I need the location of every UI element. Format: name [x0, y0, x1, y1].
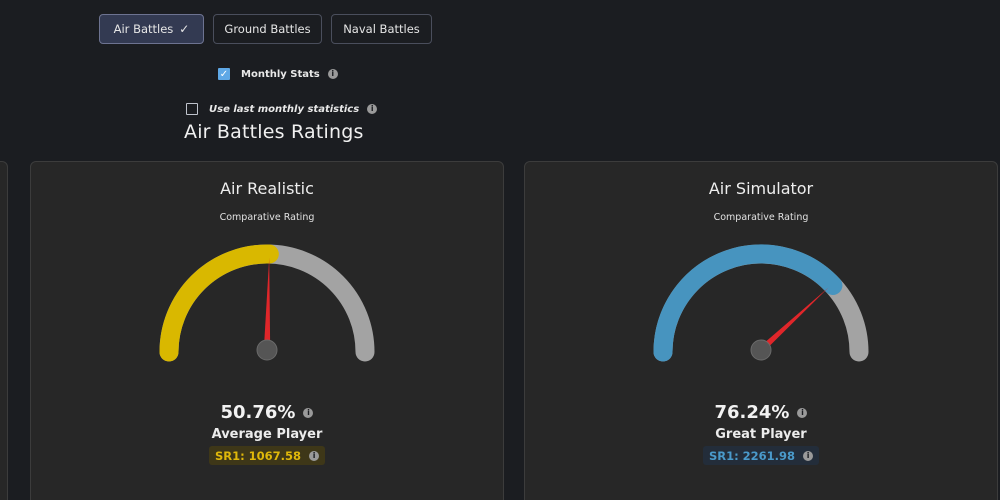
comparative-rating-gauge	[159, 244, 375, 362]
percentile-value: 50.76% i	[31, 402, 503, 423]
gauge-hub	[256, 339, 278, 361]
tab-naval-battles[interactable]: Naval Battles	[331, 14, 432, 44]
player-level: Great Player	[715, 427, 807, 442]
gauge-fill	[653, 244, 843, 362]
gauge-fill	[159, 244, 279, 362]
info-icon[interactable]: i	[309, 450, 320, 461]
card-subtitle: Comparative Rating	[219, 212, 315, 223]
card-title: Air Simulator	[708, 179, 814, 198]
info-icon[interactable]: i	[803, 450, 814, 461]
use-last-monthly-label: Use last monthly statistics	[209, 103, 360, 115]
gauge-needle	[263, 258, 271, 351]
check-icon: ✓	[179, 22, 190, 36]
gauge-hub	[750, 339, 772, 361]
rating-card-partial	[0, 161, 8, 500]
use-last-monthly-checkbox[interactable]	[186, 103, 198, 115]
tab-ground-battles[interactable]: Ground Battles	[213, 14, 322, 44]
tab-naval-battles-label: Naval Battles	[343, 22, 420, 36]
percentile-text: 76.24%	[714, 402, 790, 423]
use-last-monthly-option: Use last monthly statistics i	[186, 103, 378, 115]
player-level: Average Player	[211, 427, 323, 442]
monthly-stats-option: ✓ Monthly Stats i	[218, 68, 338, 80]
battle-type-tabs: Air Battles ✓ Ground Battles Naval Battl…	[99, 14, 432, 44]
gauge-needle	[758, 287, 829, 353]
info-icon[interactable]: i	[367, 104, 378, 114]
sr-badge-wrap: SR1: 1067.58 i	[31, 446, 503, 465]
sr-value: SR1: 2261.98	[708, 448, 796, 463]
sr-badge: SR1: 2261.98 i	[702, 446, 820, 465]
card-subtitle: Comparative Rating	[713, 212, 809, 223]
tab-ground-battles-label: Ground Battles	[224, 22, 311, 36]
percentile-value: 76.24% i	[525, 402, 997, 423]
sr-badge-wrap: SR1: 2261.98 i	[525, 446, 997, 465]
sr-badge: SR1: 1067.58 i	[208, 446, 326, 465]
info-icon[interactable]: i	[327, 69, 338, 79]
page-title: Air Battles Ratings	[184, 121, 364, 143]
info-icon[interactable]: i	[303, 407, 314, 418]
info-icon[interactable]: i	[797, 407, 808, 418]
rating-card-air-realistic: Air Realistic Comparative Rating 50.76% …	[30, 161, 504, 500]
card-title: Air Realistic	[220, 179, 314, 198]
gauge-track	[653, 244, 869, 362]
tab-air-battles[interactable]: Air Battles ✓	[99, 14, 204, 44]
comparative-rating-gauge	[653, 244, 869, 362]
monthly-stats-checkbox[interactable]: ✓	[218, 68, 230, 80]
rating-card-air-simulator: Air Simulator Comparative Rating 76.24% …	[524, 161, 998, 500]
monthly-stats-label: Monthly Stats	[241, 68, 320, 80]
tab-air-battles-label: Air Battles	[113, 22, 174, 36]
sr-value: SR1: 1067.58	[214, 448, 302, 463]
percentile-text: 50.76%	[220, 402, 296, 423]
